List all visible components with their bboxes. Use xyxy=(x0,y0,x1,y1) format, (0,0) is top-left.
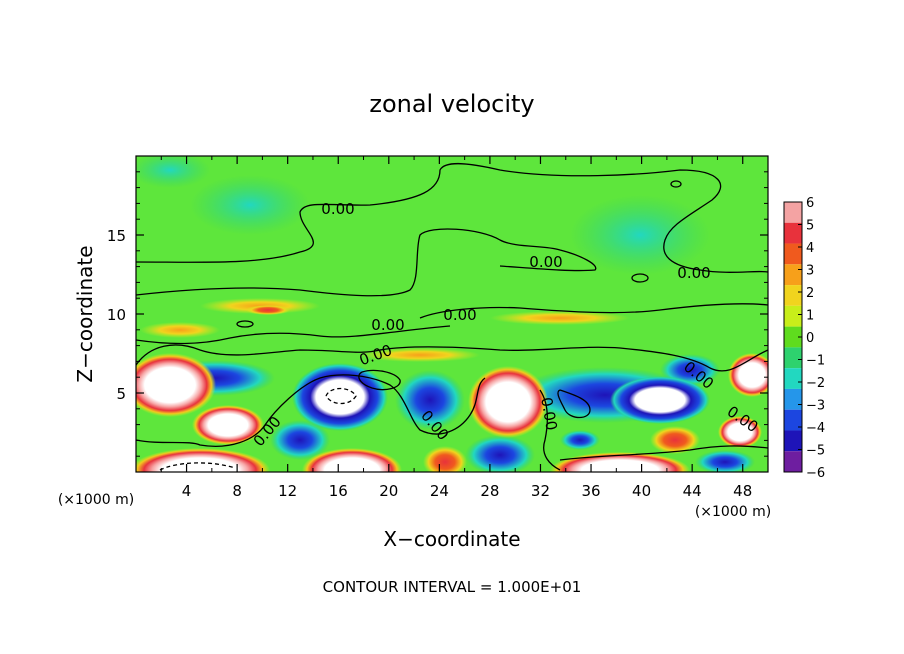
contour-line xyxy=(358,369,401,391)
colorbar-label: 2 xyxy=(806,286,814,301)
blue-region xyxy=(560,430,600,450)
x-tick-label: 48 xyxy=(733,482,752,500)
red-core xyxy=(136,448,270,472)
y-tick-label: 5 xyxy=(116,385,126,403)
red-core xyxy=(192,405,264,445)
cyan-patch xyxy=(136,156,210,188)
red-core xyxy=(728,353,768,397)
contour-line xyxy=(136,228,597,297)
colorbar-swatch xyxy=(784,368,802,389)
colorbar-label: 5 xyxy=(806,219,814,234)
red-core xyxy=(302,448,402,472)
contour-line xyxy=(419,303,768,319)
colorbar-label: −6 xyxy=(806,466,825,481)
chart-title: zonal velocity xyxy=(369,90,534,118)
contour-label: 0.00 xyxy=(677,264,710,282)
x-tick-label: 36 xyxy=(581,482,600,500)
contour-label: 0.00 xyxy=(371,316,404,334)
x-tick-label: 12 xyxy=(278,482,297,500)
colorbar-label: 3 xyxy=(806,264,814,279)
blue-region xyxy=(270,420,330,460)
contour-line xyxy=(539,389,768,471)
y-unit-label: (×1000 m) xyxy=(58,492,134,508)
contour-loop xyxy=(670,180,682,188)
colorbar-label: −5 xyxy=(806,444,825,459)
contour-line xyxy=(325,387,357,405)
yellow-band xyxy=(490,311,630,325)
red-soft xyxy=(650,426,700,454)
blue-region xyxy=(465,435,535,472)
cyan-patch xyxy=(190,175,310,235)
yellow-band xyxy=(360,348,480,362)
contour-loop xyxy=(631,273,649,283)
x-tick-label: 4 xyxy=(182,482,192,500)
x-tick-label: 28 xyxy=(480,482,499,500)
x-tick-label: 44 xyxy=(683,482,702,500)
contour-label: 0.00 xyxy=(529,253,562,271)
contour-line xyxy=(136,344,768,372)
colorbar-label: 6 xyxy=(806,196,814,211)
contour-line xyxy=(136,325,451,345)
colorbar-swatch xyxy=(784,264,802,286)
y-tick-label: 15 xyxy=(107,227,126,245)
red-core xyxy=(468,366,548,438)
x-unit-label: (×1000 m) xyxy=(695,504,771,520)
y-axis-label: Z−coordinate xyxy=(73,245,97,382)
cyan-patch xyxy=(570,195,710,275)
y-tick-label: 10 xyxy=(107,306,126,324)
contour-label: 0.00 xyxy=(321,200,354,218)
contour-label: 0.00 xyxy=(443,306,476,324)
colorbar-swatch xyxy=(784,202,802,223)
colorbar-label: 0 xyxy=(806,331,814,346)
colorbar-label: −2 xyxy=(806,376,825,391)
blue-core xyxy=(610,376,710,424)
red-core xyxy=(136,353,216,417)
red-core xyxy=(718,416,762,448)
yellow-band xyxy=(140,322,220,338)
colorbar-swatch xyxy=(784,285,802,306)
colorbar-label: 1 xyxy=(806,309,814,324)
colorbar-swatch xyxy=(784,451,802,472)
y-axis: 5 10 15 xyxy=(107,171,768,457)
x-tick-label: 24 xyxy=(430,482,449,500)
x-axis-label: X−coordinate xyxy=(383,527,520,551)
blue-core xyxy=(292,363,388,431)
colorbar-swatch xyxy=(784,347,802,369)
x-tick-label: 20 xyxy=(379,482,398,500)
contour-line xyxy=(557,389,591,419)
contour-loop xyxy=(236,320,254,328)
contour-interval-note: CONTOUR INTERVAL = 1.000E+01 xyxy=(323,578,582,596)
colorbar-swatch xyxy=(784,388,802,410)
contour-label: 0.00 xyxy=(537,396,561,432)
colorbar-swatch xyxy=(784,305,802,327)
colorbar: 6 5 4 3 2 1 0 −1 −2 −3 −4 −5 −6 xyxy=(783,196,825,481)
x-tick-label: 40 xyxy=(632,482,651,500)
red-soft xyxy=(423,446,467,472)
colorbar-swatch xyxy=(784,222,802,244)
colorbar-label: −1 xyxy=(806,354,825,369)
red-core xyxy=(550,452,690,472)
colorbar-swatch xyxy=(784,326,802,348)
colorbar-label: −3 xyxy=(806,399,825,414)
colorbar-swatch xyxy=(784,409,802,431)
x-tick-label: 16 xyxy=(329,482,348,500)
contour-line xyxy=(136,162,768,273)
colorbar-label: −4 xyxy=(806,421,825,436)
x-tick-label: 8 xyxy=(232,482,242,500)
blue-region xyxy=(395,370,465,430)
heatmap-field: 0.00 0.00 0.00 0.00 0.00 0.00 0.00 0.00 … xyxy=(136,156,768,472)
x-axis: 4 8 12 16 20 24 28 32 36 40 44 48 xyxy=(160,156,752,500)
contour-line xyxy=(136,374,486,447)
colorbar-swatch xyxy=(784,430,802,452)
blue-region xyxy=(695,450,755,472)
zero-contours xyxy=(136,162,768,471)
colorbar-label: 4 xyxy=(806,241,814,256)
colorbar-swatch xyxy=(784,243,802,265)
red-soft xyxy=(246,305,290,315)
x-tick-label: 32 xyxy=(531,482,550,500)
